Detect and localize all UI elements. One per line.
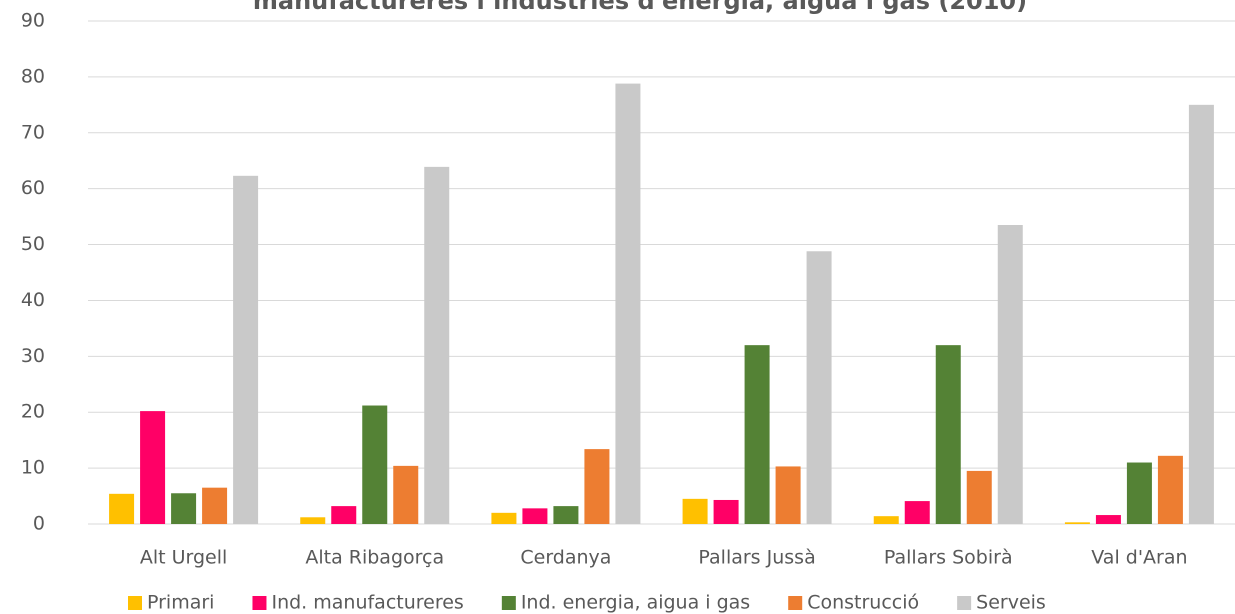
legend-label: Serveis <box>976 592 1046 614</box>
bar <box>1064 522 1090 524</box>
bar <box>1188 104 1214 524</box>
bar <box>744 345 770 524</box>
y-tick-label: 20 <box>21 401 45 423</box>
bar <box>393 465 419 524</box>
legend-swatch <box>788 596 803 610</box>
x-tick-label: Alta Ribagorça <box>305 547 444 569</box>
legend-label: Primari <box>147 592 214 614</box>
y-tick-label: 30 <box>21 345 45 367</box>
x-tick-label: Pallars Sobirà <box>884 547 1013 569</box>
y-tick-label: 80 <box>21 65 45 87</box>
y-tick-label: 60 <box>21 177 45 199</box>
x-tick-label: Alt Urgell <box>140 547 227 569</box>
legend-label: Construcció <box>807 592 919 614</box>
bar <box>935 345 961 524</box>
legend-swatch <box>128 596 142 610</box>
legend-swatch <box>252 596 267 610</box>
y-tick-label: 50 <box>21 233 45 255</box>
x-tick-label: Pallars Jussà <box>698 547 815 569</box>
bar <box>1095 515 1121 524</box>
bar <box>584 449 610 524</box>
y-tick-label: 70 <box>21 121 45 143</box>
bar <box>713 499 739 524</box>
bar <box>331 506 357 524</box>
bar <box>522 508 548 524</box>
bar <box>615 83 641 525</box>
legend-label: Ind. manufactureres <box>271 592 463 614</box>
bar <box>806 251 832 525</box>
legend-swatch <box>501 596 516 610</box>
y-tick-label: 90 <box>21 10 45 32</box>
bar <box>202 487 228 524</box>
x-tick-label: Cerdanya <box>520 547 611 569</box>
bar <box>140 411 166 524</box>
legend-swatch <box>957 596 972 610</box>
y-tick-label: 10 <box>21 457 45 479</box>
bar <box>362 405 388 524</box>
bar <box>171 493 197 524</box>
bar <box>904 501 930 524</box>
bar <box>1126 462 1152 524</box>
y-tick-label: 40 <box>21 289 45 311</box>
bar <box>682 498 708 524</box>
bar <box>109 493 135 524</box>
x-tick-label: Val d'Aran <box>1091 547 1187 569</box>
bar <box>775 466 801 524</box>
bar <box>233 175 259 524</box>
bar <box>300 517 326 524</box>
y-tick-label: 0 <box>33 513 45 535</box>
legend-label: Ind. energia, aigua i gas <box>521 592 750 614</box>
bar <box>1157 455 1183 524</box>
bar <box>966 470 992 524</box>
bar <box>553 506 579 524</box>
bar <box>491 512 517 524</box>
bar <box>424 166 450 524</box>
bar <box>997 224 1023 524</box>
bar <box>873 516 899 524</box>
chart-title: manufactureres i indústries d'energia, a… <box>253 0 1027 15</box>
